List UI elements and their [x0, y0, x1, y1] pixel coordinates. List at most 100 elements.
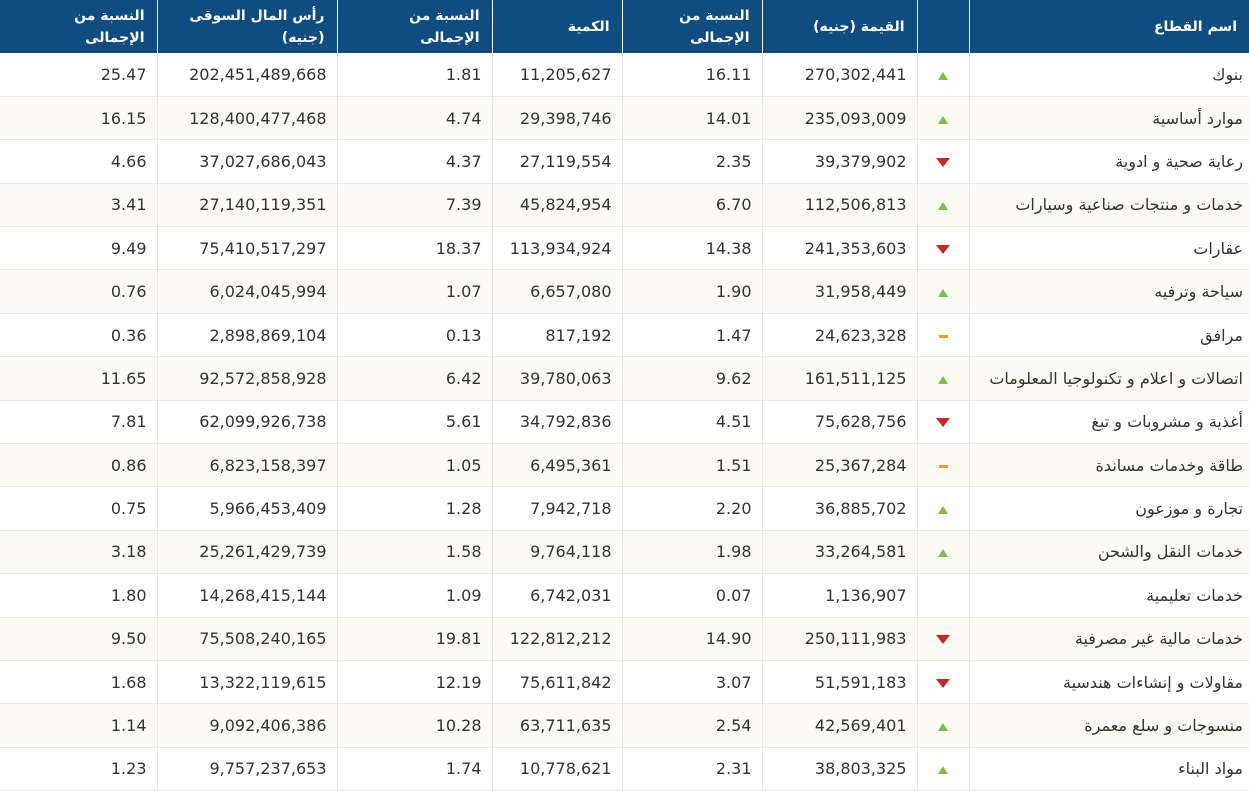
table-header-row: اسم القطاع القيمة (جنيه) النسبة من الإجم… [0, 0, 1249, 53]
table-row[interactable]: موارد أساسية 235,093,009 14.01 29,398,746 4.… [0, 96, 1249, 141]
table-row[interactable]: سياحة وترفيه 31,958,449 1.90 6,657,080 1.07 6… [0, 269, 1249, 314]
market-cap-pct-cell: 3.41 [0, 183, 157, 228]
table-row[interactable]: رعاية صحية و ادوية 39,379,902 2.35 27,119,5… [0, 139, 1249, 184]
trend-down-icon [936, 678, 950, 688]
value-pct-cell: 14.90 [621, 617, 762, 661]
table-row[interactable]: عقارات 241,353,603 14.38 113,934,924 18.37 75… [0, 226, 1249, 271]
quantity-cell: 39,780,063 [491, 356, 622, 401]
table-row[interactable]: خدمات مالية غير مصرفية 250,111,983 14.90 12… [0, 617, 1249, 661]
table-row[interactable]: مواد البناء 38,803,325 2.31 10,778,621 1.74 9… [0, 747, 1249, 791]
quantity-cell: 75,611,842 [491, 660, 622, 705]
quantity-pct-cell: 0.13 [336, 313, 492, 358]
quantity-pct-cell: 19.81 [336, 617, 492, 661]
trend-cell [916, 530, 969, 575]
sector-name-cell: رعاية صحية و ادوية [968, 139, 1249, 184]
table-row[interactable]: مرافق 24,623,328 1.47 817,192 0.13 2,898,869,… [0, 313, 1249, 358]
market-cap-cell: 128,400,477,468 [156, 96, 337, 141]
value-pct-cell: 1.98 [621, 530, 762, 575]
quantity-pct-cell: 1.09 [336, 573, 492, 618]
quantity-pct-cell: 4.74 [336, 96, 492, 141]
table-row[interactable]: بنوك 270,302,441 16.11 11,205,627 1.81 202,45… [0, 53, 1249, 97]
market-cap-cell: 25,261,429,739 [156, 530, 337, 575]
header-value[interactable]: القيمة (جنيه) [761, 0, 917, 53]
value-cell: 36,885,702 [761, 486, 917, 531]
value-pct-cell: 1.90 [621, 269, 762, 314]
market-cap-pct-cell: 1.23 [0, 747, 157, 791]
market-cap-pct-cell: 1.80 [0, 573, 157, 618]
quantity-pct-cell: 1.58 [336, 530, 492, 575]
value-pct-cell: 1.47 [621, 313, 762, 358]
market-cap-pct-cell: 0.76 [0, 269, 157, 314]
quantity-pct-cell: 4.37 [336, 139, 492, 184]
market-cap-pct-cell: 25.47 [0, 53, 157, 97]
quantity-cell: 10,778,621 [491, 747, 622, 791]
market-cap-cell: 92,572,858,928 [156, 356, 337, 401]
quantity-pct-cell: 10.28 [336, 703, 492, 748]
market-cap-pct-cell: 0.36 [0, 313, 157, 358]
trend-cell [916, 139, 969, 184]
quantity-cell: 7,942,718 [491, 486, 622, 531]
market-cap-cell: 6,823,158,397 [156, 443, 337, 488]
quantity-pct-cell: 18.37 [336, 226, 492, 271]
table-row[interactable]: خدمات و منتجات صناعية وسيارات 112,506,813… [0, 183, 1249, 228]
value-cell: 51,591,183 [761, 660, 917, 705]
market-cap-cell: 9,092,406,386 [156, 703, 337, 748]
trend-up-icon [938, 289, 948, 298]
table-row[interactable]: تجارة و موزعون 36,885,702 2.20 7,942,718 1.2… [0, 486, 1249, 531]
value-cell: 31,958,449 [761, 269, 917, 314]
trend-flat-icon [938, 334, 948, 338]
trend-up-icon [938, 506, 948, 515]
value-cell: 25,367,284 [761, 443, 917, 488]
value-pct-cell: 4.51 [621, 400, 762, 445]
value-cell: 42,569,401 [761, 703, 917, 748]
table-row[interactable]: خدمات النقل والشحن 33,264,581 1.98 9,764,11… [0, 530, 1249, 575]
trend-cell [916, 486, 969, 531]
market-cap-cell: 37,027,686,043 [156, 139, 337, 184]
sector-name-cell: أغذية و مشروبات و تبغ [968, 400, 1249, 445]
trend-cell [916, 443, 969, 488]
quantity-pct-cell: 12.19 [336, 660, 492, 705]
value-pct-cell: 1.51 [621, 443, 762, 488]
header-market-cap[interactable]: رأس المال السوقى (جنيه) [156, 0, 337, 53]
quantity-pct-cell: 5.61 [336, 400, 492, 445]
trend-up-icon [938, 766, 948, 775]
trend-cell [916, 703, 969, 748]
sector-name-cell: مقاولات و إنشاءات هندسية [968, 660, 1249, 705]
quantity-cell: 113,934,924 [491, 226, 622, 271]
market-cap-pct-cell: 3.18 [0, 530, 157, 575]
trend-cell [916, 573, 969, 618]
value-pct-cell: 2.35 [621, 139, 762, 184]
value-pct-cell: 9.62 [621, 356, 762, 401]
quantity-pct-cell: 6.42 [336, 356, 492, 401]
table-body: بنوك 270,302,441 16.11 11,205,627 1.81 202,45… [0, 53, 1249, 791]
quantity-pct-cell: 1.07 [336, 269, 492, 314]
header-sector[interactable]: اسم القطاع [968, 0, 1249, 53]
market-cap-cell: 9,757,237,653 [156, 747, 337, 791]
table-row[interactable]: اتصالات و اعلام و تكنولوجيا المعلومات 161… [0, 356, 1249, 401]
market-cap-cell: 6,024,045,994 [156, 269, 337, 314]
trend-up-icon [938, 375, 948, 384]
market-cap-cell: 14,268,415,144 [156, 573, 337, 618]
value-cell: 241,353,603 [761, 226, 917, 271]
trend-cell [916, 53, 969, 97]
header-quantity[interactable]: الكمية [491, 0, 622, 53]
header-market-cap-pct[interactable]: النسبة من الإجمالى [0, 0, 157, 53]
market-cap-pct-cell: 0.86 [0, 443, 157, 488]
table-row[interactable]: خدمات تعليمية 1,136,907 0.07 6,742,031 1.09 1… [0, 573, 1249, 618]
value-pct-cell: 2.31 [621, 747, 762, 791]
table-row[interactable]: طاقة وخدمات مساندة 25,367,284 1.51 6,495,36… [0, 443, 1249, 488]
sector-name-cell: خدمات النقل والشحن [968, 530, 1249, 575]
value-cell: 112,506,813 [761, 183, 917, 228]
header-quantity-pct[interactable]: النسبة من الإجمالى [336, 0, 492, 53]
header-trend [916, 0, 969, 53]
table-row[interactable]: مقاولات و إنشاءات هندسية 51,591,183 3.07 75… [0, 660, 1249, 705]
header-value-pct[interactable]: النسبة من الإجمالى [621, 0, 762, 53]
table-row[interactable]: أغذية و مشروبات و تبغ 75,628,756 4.51 34,79… [0, 400, 1249, 445]
value-cell: 161,511,125 [761, 356, 917, 401]
trend-cell [916, 660, 969, 705]
value-pct-cell: 0.07 [621, 573, 762, 618]
table-row[interactable]: منسوجات و سلع معمرة 42,569,401 2.54 63,711,… [0, 703, 1249, 748]
value-pct-cell: 2.54 [621, 703, 762, 748]
trend-up-icon [938, 723, 948, 732]
value-pct-cell: 2.20 [621, 486, 762, 531]
